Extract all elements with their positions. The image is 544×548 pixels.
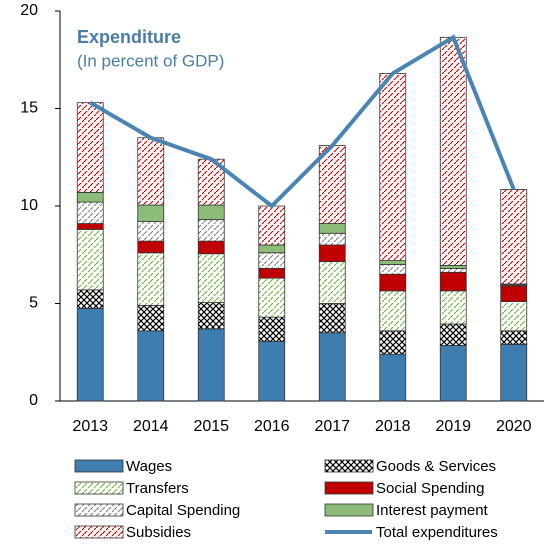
bar-segment: [76, 201, 104, 224]
bar-segment: [137, 252, 165, 306]
bar-segment: [76, 289, 104, 309]
bar-segment: [197, 328, 225, 402]
bar-segment: [318, 244, 346, 262]
bar-segment: [439, 271, 467, 292]
bar-segment: [137, 204, 165, 222]
legend-swatch: [74, 459, 124, 473]
chart-title: Expenditure: [77, 27, 181, 47]
bar-segment: [439, 267, 467, 273]
legend-label: Interest payment: [376, 502, 489, 519]
legend-label: Total expenditures: [376, 524, 498, 541]
bar-segment: [318, 232, 346, 246]
y-tick-label: 20: [20, 2, 38, 19]
bar-segment: [197, 253, 225, 303]
bar-segment: [137, 330, 165, 402]
bar-segment: [258, 244, 286, 254]
bar-segment: [379, 73, 407, 261]
x-tick-label: 2015: [193, 418, 229, 435]
bar-segment: [379, 330, 407, 355]
bar-segment: [439, 323, 467, 346]
bar-segment: [379, 260, 407, 265]
bar-segment: [76, 307, 104, 402]
legend-swatch: [74, 481, 124, 495]
total-line: [89, 34, 516, 209]
x-tick-label: 2020: [496, 418, 532, 435]
x-tick-label: 2014: [133, 418, 169, 435]
bar-segment: [197, 240, 225, 255]
bar-segment: [439, 265, 467, 269]
legend-label: Transfers: [126, 480, 189, 497]
bar-segment: [258, 316, 286, 342]
bar-segment: [76, 228, 104, 291]
bar-segment: [197, 302, 225, 330]
y-tick-label: 5: [29, 295, 38, 312]
bar-segment: [258, 267, 286, 279]
bar-segment: [379, 264, 407, 275]
bar-segment: [137, 240, 165, 254]
bar-segment: [76, 191, 104, 203]
y-tick-label: 10: [20, 197, 38, 214]
bar-segment: [318, 332, 346, 402]
legend-swatch: [74, 503, 124, 517]
bar-segment: [197, 204, 225, 221]
bar-segment: [258, 252, 286, 269]
bar-segment: [318, 261, 346, 304]
bar-segment: [137, 221, 165, 242]
bar-segment: [258, 205, 286, 246]
bar-segment: [379, 353, 407, 402]
bar-segment: [379, 273, 407, 292]
x-tick-label: 2013: [72, 418, 108, 435]
x-tick-label: 2019: [435, 418, 471, 435]
bar-segment: [258, 277, 286, 318]
legend-label: Goods & Services: [376, 458, 496, 475]
bar-segment: [76, 223, 104, 230]
bar-segment: [500, 330, 528, 345]
bar-segment: [137, 305, 165, 332]
legend-label: Wages: [126, 458, 172, 475]
legend-swatch: [324, 459, 374, 473]
bar-segment: [439, 290, 467, 325]
x-tick-label: 2018: [375, 418, 411, 435]
legend-swatch: [324, 481, 374, 495]
bar-segment: [439, 345, 467, 402]
bar-segment: [500, 344, 528, 402]
legend-swatch: [74, 525, 124, 539]
bar-segment: [500, 301, 528, 332]
bar-segment: [379, 290, 407, 332]
legend-label: Subsidies: [126, 524, 191, 541]
bar-segment: [500, 285, 528, 302]
y-tick-label: 15: [20, 100, 38, 117]
bar-segment: [137, 137, 165, 206]
bar-segment: [500, 189, 528, 285]
bar-segment: [258, 341, 286, 402]
bar-segment: [318, 303, 346, 334]
bar-segment: [318, 223, 346, 234]
bar-segment: [439, 36, 467, 266]
bar-segment: [76, 102, 104, 193]
x-tick-label: 2017: [314, 418, 350, 435]
bar-segment: [197, 219, 225, 242]
legend-label: Capital Spending: [126, 502, 240, 519]
bar-segment: [318, 145, 346, 224]
legend-label: Social Spending: [376, 480, 484, 497]
y-tick-label: 0: [29, 392, 38, 409]
legend-swatch: [324, 503, 374, 517]
chart-subtitle: (In percent of GDP): [77, 51, 224, 70]
x-tick-label: 2016: [254, 418, 290, 435]
